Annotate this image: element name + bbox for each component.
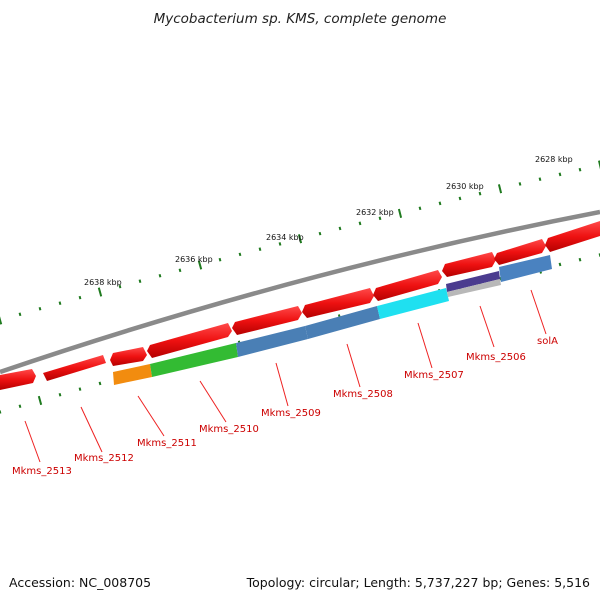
cds-arrow[interactable] <box>545 221 600 252</box>
gene-label-Mkms_2506[interactable]: Mkms_2506 <box>466 352 526 363</box>
gene-label-Mkms_2512[interactable]: Mkms_2512 <box>74 453 134 464</box>
minor-tick <box>518 182 522 186</box>
major-tick <box>0 316 3 325</box>
leader-line <box>24 420 41 463</box>
minor-tick <box>558 172 562 177</box>
outer-scale-ticks <box>0 160 600 325</box>
minor-tick <box>258 247 262 251</box>
gene-label-solA[interactable]: solA <box>537 336 558 347</box>
major-tick <box>297 234 303 244</box>
minor-tick <box>138 279 142 283</box>
gene-bar-Mkms_2508[interactable] <box>305 306 380 339</box>
genome-backbone <box>0 209 600 375</box>
gene-bar-Mkms_2510[interactable] <box>150 343 238 377</box>
minor-tick <box>58 301 62 305</box>
cds-arrow[interactable] <box>373 270 442 301</box>
leader-line <box>199 380 227 423</box>
gene-bar-Mkms_2506[interactable] <box>446 271 500 292</box>
cds-arrow[interactable] <box>147 323 232 358</box>
gene-bar-Mkms_2511[interactable] <box>113 364 152 385</box>
minor-tick <box>18 312 22 317</box>
minor-tick <box>158 273 162 278</box>
gene-label-Mkms_2507[interactable]: Mkms_2507 <box>404 370 464 381</box>
minor-tick <box>78 387 82 391</box>
gene-track <box>113 255 552 385</box>
leader-line <box>346 343 361 388</box>
leader-line <box>275 362 289 407</box>
cds-arrow[interactable] <box>494 239 546 265</box>
leader-line <box>417 322 433 369</box>
leader-line <box>530 289 547 335</box>
minor-tick <box>418 206 422 211</box>
major-tick <box>397 208 403 218</box>
scale-label-2630-kbp: 2630 kbp <box>446 182 484 191</box>
minor-tick <box>98 381 102 386</box>
minor-tick <box>118 284 122 289</box>
leader-line <box>479 305 495 348</box>
cds-track <box>0 221 600 390</box>
scale-label-2634-kbp: 2634 kbp <box>266 233 304 242</box>
cds-arrow[interactable] <box>302 288 374 318</box>
minor-tick <box>78 295 82 300</box>
major-tick <box>197 260 203 270</box>
minor-tick <box>238 252 242 257</box>
minor-tick <box>58 392 62 397</box>
cds-arrow[interactable] <box>110 347 147 366</box>
major-tick <box>598 160 600 170</box>
leader-line <box>137 395 165 437</box>
gene-bar-Mkms_2507[interactable] <box>377 288 449 319</box>
scale-label-2628-kbp: 2628 kbp <box>535 155 573 164</box>
cds-arrow[interactable] <box>43 355 106 381</box>
scale-label-2636-kbp: 2636 kbp <box>175 255 213 264</box>
minor-tick <box>18 404 22 409</box>
minor-tick <box>578 257 582 262</box>
gene-label-Mkms_2510[interactable]: Mkms_2510 <box>199 424 259 435</box>
scale-label-2638-kbp: 2638 kbp <box>84 278 122 287</box>
major-tick <box>497 184 503 194</box>
gene-bar-grey[interactable] <box>447 279 501 297</box>
minor-tick <box>478 191 482 196</box>
minor-tick <box>378 216 382 221</box>
scale-label-2632-kbp: 2632 kbp <box>356 208 394 217</box>
minor-tick <box>278 242 282 246</box>
leader-line <box>80 406 103 453</box>
label-leaders <box>24 289 547 463</box>
gene-label-Mkms_2513[interactable]: Mkms_2513 <box>12 466 72 477</box>
map-title: Mycobacterium sp. KMS, complete genome <box>154 11 447 27</box>
minor-tick <box>438 201 442 206</box>
minor-tick <box>218 257 222 262</box>
gene-labels: Mkms_2513 Mkms_2512 Mkms_2511 Mkms_2510 … <box>12 336 558 477</box>
gene-label-Mkms_2508[interactable]: Mkms_2508 <box>333 389 393 400</box>
minor-tick <box>358 221 362 226</box>
gene-bar-Mkms_2509[interactable] <box>236 326 308 357</box>
cds-arrow[interactable] <box>0 369 36 390</box>
accession-text: Accession: NC_008705 <box>9 575 152 590</box>
minor-tick <box>178 268 182 273</box>
gene-label-Mkms_2511[interactable]: Mkms_2511 <box>137 438 197 449</box>
minor-tick <box>558 262 562 267</box>
genome-summary-text: Topology: circular; Length: 5,737,227 bp… <box>246 575 590 590</box>
minor-tick <box>458 196 462 201</box>
gene-bar-solA[interactable] <box>499 255 552 282</box>
major-tick <box>97 287 103 297</box>
cds-arrow[interactable] <box>442 252 496 277</box>
minor-tick <box>318 231 322 236</box>
minor-tick <box>538 177 542 181</box>
minor-tick <box>578 167 582 172</box>
minor-tick <box>338 226 342 231</box>
major-tick <box>37 395 43 406</box>
minor-tick <box>38 306 42 311</box>
cds-arrow[interactable] <box>232 306 302 335</box>
gene-label-Mkms_2509[interactable]: Mkms_2509 <box>261 408 321 419</box>
